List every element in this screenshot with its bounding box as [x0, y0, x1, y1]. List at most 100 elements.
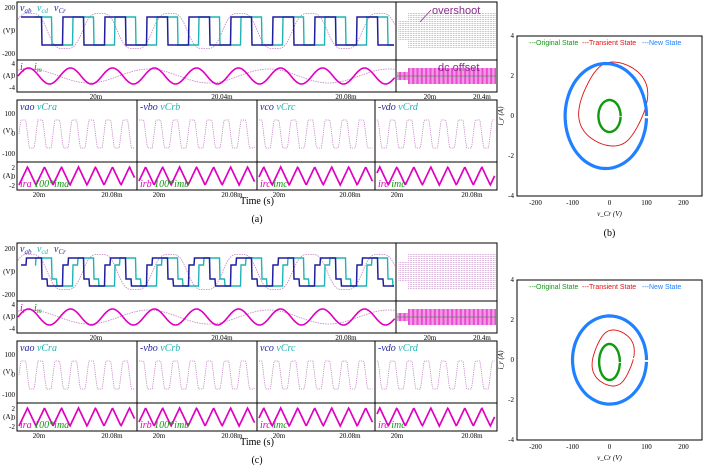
fig-c-leg-v-unit: (V) [3, 368, 13, 376]
fig-c-leg-current-label: ira 100*ima [20, 420, 69, 431]
fig-c-leg-voltage-label: -vdo vCrd [378, 343, 419, 354]
fig-d-ytick: 2 [511, 316, 515, 324]
fig-a-label-vcr: vCr [54, 3, 66, 15]
fig-d-ytick: 0 [511, 356, 515, 364]
fig-a-voltage-ytick: 0 [12, 27, 16, 35]
fig-a-leg-voltage-label: vco vCrc [260, 102, 296, 113]
fig-a-leg-xtick: 20m [33, 191, 46, 199]
fig-c-leg-ir-trace [18, 405, 136, 428]
fig-a-leg-ir-trace [258, 164, 374, 188]
fig-a-leg-xtick: 20m [153, 191, 166, 199]
fig-c-label-vab: vab [20, 244, 32, 256]
fig-a-leg-xtick: 20.08m [461, 191, 483, 199]
fig-a-leg-ir-trace [18, 164, 136, 187]
fig-d-xlabel: v_Cr (V) [597, 454, 622, 462]
fig-c-leg-i-ytick: -2 [9, 423, 15, 431]
fig-a-current-unit: (A) [3, 72, 13, 80]
fig-c-leg-vcr-trace [18, 360, 135, 390]
fig-c-time-label: Time (s) [240, 437, 274, 448]
fig-d-legend-entry: ---Transient State [582, 284, 636, 291]
fig-c-vcr-trace [17, 254, 395, 290]
fig-c-current-xtick: 20.08m [335, 334, 357, 342]
fig-a-current-xtick: 20.04m [211, 93, 233, 101]
fig-c-leg-xtick: 20.08m [461, 432, 483, 440]
fig-a-vcr-trace [17, 13, 395, 49]
fig-c-leg-i-ytick: 0 [12, 414, 16, 422]
fig-c-ir-trace [17, 308, 396, 326]
fig-d-xtick: 200 [678, 443, 689, 451]
fig-c-voltage-ytick: -200 [2, 291, 15, 299]
fig-a-leg-xtick: 20m [391, 191, 404, 199]
fig-c-current-ytick: 0 [12, 313, 16, 321]
fig-c-caption: (c) [251, 455, 262, 466]
fig-a-current-ytick: -4 [9, 84, 15, 92]
fig-c-current-xtick: 20m [424, 334, 437, 342]
fig-b-xlabel: v_Cr (V) [597, 210, 622, 218]
fig-c-leg-ir-trace [138, 405, 256, 429]
fig-a-leg-xtick: 20.08m [339, 191, 361, 199]
fig-d-xtick: -100 [566, 443, 579, 451]
fig-b-axes-box [516, 35, 703, 197]
fig-d-legend-entry: ---New State [642, 284, 681, 291]
fig-a-leg-ir-trace [376, 165, 496, 187]
fig-c-leg-i-ytick: 2 [12, 405, 16, 413]
fig-c-current-unit: (A) [3, 313, 13, 321]
fig-d-loop-new-state [570, 314, 649, 406]
fig-a-leg-v-ytick: 0 [12, 130, 16, 138]
fig-a-leg-xtick: 20m [273, 191, 286, 199]
fig-c-vab-trace [21, 257, 394, 287]
fig-c-leg-v-ytick: -100 [2, 391, 15, 399]
fig-a-vcd-trace [35, 16, 394, 46]
fig-b-ylabel: i_r (A) [497, 106, 505, 126]
fig-c-leg-vcr-trace [377, 360, 495, 390]
fig-c-leg-vcr-trace [139, 360, 255, 390]
fig-a-annotation-dcoffset: dc offset [438, 62, 479, 74]
fig-c-leg-ir-trace [258, 405, 374, 429]
fig-a-leg-v-ytick: -100 [2, 150, 15, 158]
fig-a-leg-v-ytick: 100 [5, 110, 16, 118]
fig-c-label-vcd: vcd [37, 244, 49, 256]
fig-a-leg-v-unit: (V) [3, 127, 13, 135]
fig-a-voltage-unit: (V) [3, 27, 13, 35]
fig-b-legend-entry: ---Transient State [582, 40, 636, 47]
fig-d-ytick: 4 [511, 276, 515, 284]
fig-d-ytick: -4 [508, 436, 514, 444]
fig-c-current-xtick: 20.04m [211, 334, 233, 342]
fig-c-leg-v-ytick: 0 [12, 371, 16, 379]
fig-b-ytick: -2 [508, 152, 514, 160]
fig-b-ytick: 0 [511, 112, 515, 120]
fig-a-leg-ir-trace [138, 164, 256, 188]
fig-a-label-vab: vab [20, 3, 32, 15]
fig-a-current-panel [16, 59, 498, 93]
fig-a-overshoot-arrow [419, 9, 432, 23]
fig-a-leg-current-label: irb 100*imb [140, 179, 189, 190]
fig-d-loop-transient-state [591, 329, 635, 387]
fig-b-loop-original-state [597, 98, 622, 134]
fig-c-current-xtick: 20.4m [473, 334, 491, 342]
fig-c-leg-current-box [374, 402, 498, 432]
fig-a-leg-i-ytick: 2 [12, 164, 16, 172]
fig-a-caption: (a) [251, 214, 262, 225]
fig-d-xtick: 100 [641, 443, 652, 451]
fig-b-ytick: -4 [508, 192, 514, 200]
fig-a-label-im: im [34, 62, 42, 74]
fig-c-leg-xtick: 20m [273, 432, 286, 440]
fig-a-leg-vcr-trace [139, 119, 255, 149]
fig-c-leg-voltage-label: -vbo vCrb [140, 343, 180, 354]
fig-c-voltage-ytick: 200 [5, 245, 16, 253]
fig-b-loop-transient-state [578, 61, 649, 147]
fig-c-leg-xtick: 20m [33, 432, 46, 440]
fig-b-ytick: 2 [511, 72, 515, 80]
fig-c-current-panel [16, 300, 498, 334]
fig-a-ir-trace [17, 67, 396, 85]
fig-c-leg-voltage-label: vao vCra [20, 343, 57, 354]
fig-b-xtick: 200 [678, 199, 689, 207]
fig-b-caption: (b) [604, 228, 616, 239]
fig-c-current-ytick: 4 [12, 301, 16, 309]
fig-c-leg-xtick: 20.08m [221, 432, 243, 440]
fig-c-leg-current-label: irc imc [260, 420, 288, 431]
fig-c-voltage-unit: (V) [3, 268, 13, 276]
fig-b-ytick: 4 [511, 32, 515, 40]
fig-b-xtick: 100 [641, 199, 652, 207]
